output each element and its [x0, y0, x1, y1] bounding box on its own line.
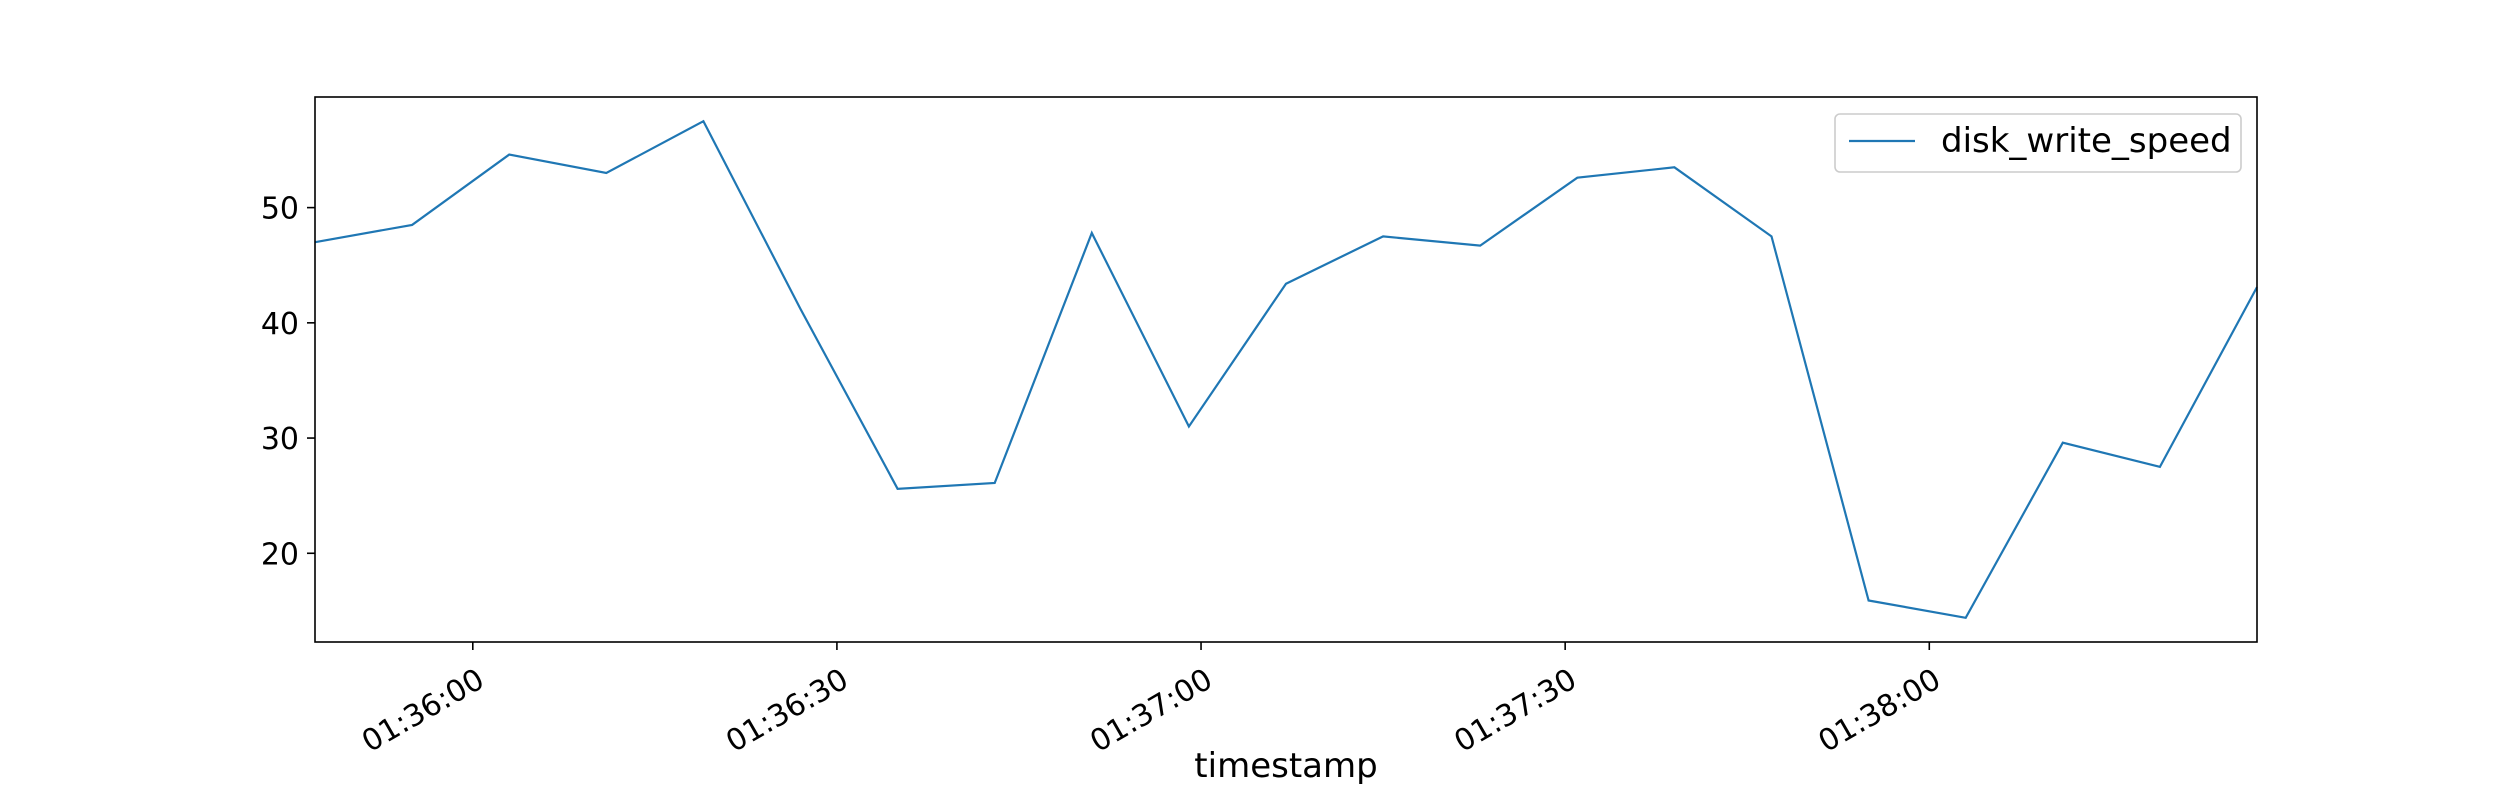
x-axis: 01:36:00 01:36:30 01:37:00 01:37:30 01:38:00: [356, 642, 1947, 760]
y-tick-label: 20: [261, 537, 299, 572]
x-tick-label: 01:36:30: [720, 662, 854, 760]
legend-label-disk-write-speed: disk_write_speed: [1941, 121, 2232, 161]
legend-box: [1834, 113, 2242, 173]
x-tick-label: 01:36:00: [356, 662, 490, 760]
plot-frame: [314, 96, 2258, 643]
x-tick-label: 01:37:30: [1448, 662, 1582, 760]
plot-layer: [314, 119, 2258, 620]
y-tick-label: 40: [261, 307, 299, 342]
series-line-disk-write-speed: [314, 119, 2258, 620]
legend: disk_write_speed: [1834, 113, 2242, 173]
y-axis: 20 30 40 50: [261, 192, 315, 572]
x-axis-label: timestamp: [1194, 746, 1377, 786]
y-tick-label: 30: [261, 422, 299, 457]
y-tick-label: 50: [261, 192, 299, 227]
x-tick-label: 01:38:00: [1813, 662, 1947, 760]
